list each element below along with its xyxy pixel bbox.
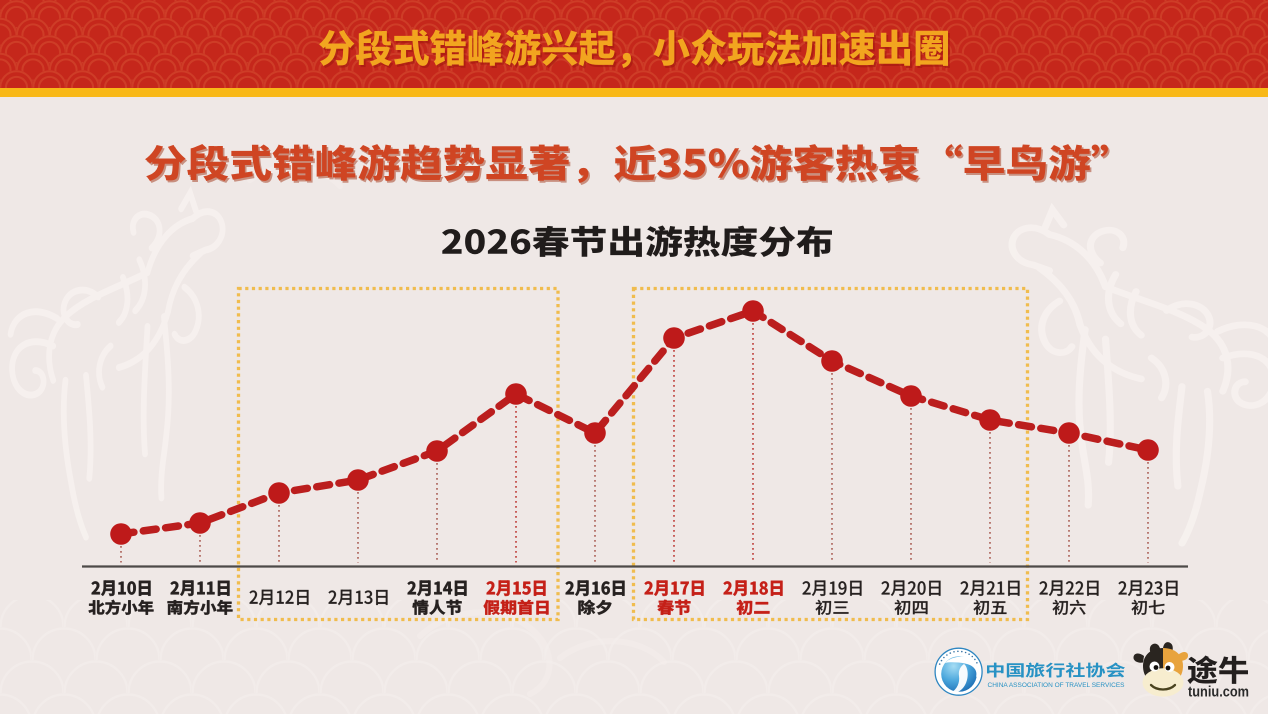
svg-text:CHINA ASSOCIATION OF TRAVEL SE: CHINA ASSOCIATION OF TRAVEL SERVICES (988, 682, 1125, 689)
svg-text:tuniu.com: tuniu.com (1188, 685, 1249, 701)
